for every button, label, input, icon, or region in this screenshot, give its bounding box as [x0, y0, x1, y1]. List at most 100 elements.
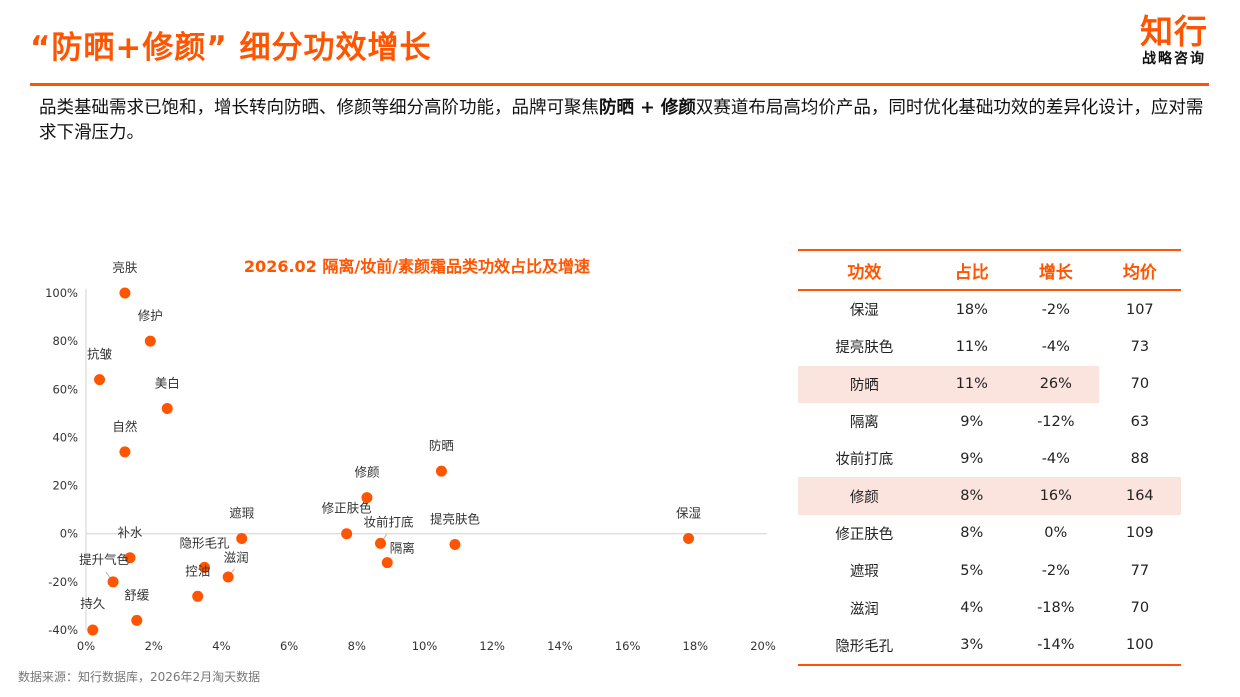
x-tick-label: 16%	[615, 639, 641, 653]
data-point	[124, 552, 136, 564]
x-tick-label: 6%	[280, 639, 298, 653]
summary-part2: 双赛道布局高均价产品，同时优化基础功效的差异化设计，应对需求下滑压力。	[39, 98, 1204, 143]
table-row: 滋润 4% -18% 70	[798, 589, 1181, 626]
data-point	[222, 571, 234, 583]
x-tick-label: 0%	[77, 639, 95, 653]
table-cell: 保湿	[849, 303, 879, 320]
data-label: 持久	[80, 596, 106, 611]
x-tick-label: 2%	[145, 639, 163, 653]
data-label: 补水	[117, 525, 143, 540]
table-cell: 16%	[1012, 477, 1099, 515]
data-point	[435, 465, 447, 477]
data-label: 亮肤	[112, 260, 138, 275]
data-point	[161, 403, 173, 415]
x-tick-label: 20%	[750, 639, 776, 653]
table-cell: -4%	[1041, 338, 1070, 355]
table-cell: 0%	[1044, 525, 1068, 542]
y-tick-label: -20%	[48, 575, 78, 589]
data-label: 修护	[138, 308, 163, 323]
table-cell: -14%	[1012, 626, 1099, 666]
table-cell: 9%	[960, 413, 984, 430]
data-point	[87, 624, 99, 636]
y-tick-label: -40%	[48, 623, 78, 637]
table-cell: 107	[1125, 301, 1154, 318]
table-cell: -4%	[1041, 450, 1070, 467]
data-label: 保湿	[676, 506, 701, 521]
table-row: 隔离 9% -12% 63	[798, 403, 1181, 440]
table-cell: 70	[1130, 376, 1150, 393]
data-label: 抗皱	[87, 347, 113, 362]
table-cell: 妆前打底	[835, 452, 894, 469]
data-label: 修颜	[354, 465, 379, 480]
table-cell: 隐形毛孔	[798, 626, 931, 666]
data-point	[341, 528, 353, 540]
data-label: 提升气色	[79, 552, 130, 567]
table-cell: 164	[1098, 477, 1181, 515]
table-cell: 18%	[955, 301, 988, 318]
table-cell: 提亮肤色	[835, 340, 894, 357]
data-point	[94, 374, 106, 386]
table-row: 遮瑕 5% -2% 77	[798, 552, 1181, 589]
table-cell: 防晒	[798, 365, 931, 403]
table-cell: 遮瑕	[849, 564, 879, 581]
table-cell: 5%	[960, 562, 984, 579]
table-cell: 109	[1125, 525, 1154, 542]
data-point	[361, 492, 373, 504]
table-row: 提亮肤色 11% -4% 73	[798, 328, 1181, 365]
table-row: 妆前打底 9% -4% 88	[798, 440, 1181, 477]
table-cell: 88	[1130, 450, 1150, 467]
table-cell: -12%	[1037, 413, 1075, 430]
table-cell: 77	[1130, 562, 1150, 579]
table-cell: 8%	[930, 477, 1013, 515]
data-point	[449, 539, 461, 551]
data-point	[236, 533, 248, 545]
data-label: 防晒	[429, 438, 454, 453]
chart-title: 2026.02 隔离/妆前/素颜霜品类功效占比及增速	[244, 257, 590, 276]
summary-bold: 防晒 + 修颜	[599, 98, 696, 118]
table-row: 防晒 11% 26% 70	[798, 365, 1181, 403]
data-label: 提亮肤色	[430, 512, 481, 527]
x-tick-label: 18%	[683, 639, 709, 653]
column-header: 均价	[1098, 249, 1181, 291]
table-cell: 3%	[930, 626, 1013, 666]
table-cell: 100	[1098, 626, 1181, 666]
data-point	[381, 557, 393, 569]
table-cell: 隔离	[849, 415, 879, 432]
table-cell: 4%	[960, 600, 984, 617]
summary-part1: 品类基础需求已饱和，增长转向防晒、修颜等细分高阶功能，品牌可聚焦	[39, 98, 599, 118]
data-point	[119, 446, 131, 458]
data-point	[683, 533, 695, 545]
table-cell: 11%	[930, 365, 1013, 403]
column-header: 占比	[930, 249, 1013, 291]
data-label: 控油	[185, 563, 210, 578]
table-cell: -2%	[1041, 301, 1070, 318]
logo-sub-text: 战略咨询	[1142, 51, 1206, 67]
summary-text: 品类基础需求已饱和，增长转向防晒、修颜等细分高阶功能，品牌可聚焦防晒 + 修颜双…	[39, 96, 1209, 146]
table-row: 修正肤色 8% 0% 109	[798, 515, 1181, 552]
data-label: 美白	[155, 376, 180, 391]
x-tick-label: 14%	[547, 639, 573, 653]
data-point	[374, 537, 386, 549]
data-label: 遮瑕	[229, 506, 255, 521]
column-header: 增长	[1012, 249, 1099, 291]
table-cell: 73	[1130, 338, 1150, 355]
column-header: 功效	[798, 249, 931, 291]
y-tick-label: 60%	[52, 382, 78, 396]
y-tick-label: 40%	[52, 430, 78, 444]
table-row: 修颜 8% 16% 164	[798, 477, 1181, 515]
table-cell: 11%	[955, 338, 988, 355]
table-cell: 26%	[1012, 365, 1099, 403]
data-point	[192, 590, 204, 602]
y-tick-label: 20%	[52, 479, 78, 493]
data-label: 修正肤色	[322, 501, 373, 516]
table-header-row: 功效 占比 增长 均价	[798, 249, 1181, 291]
table-cell: 修正肤色	[835, 526, 894, 543]
data-point	[119, 287, 131, 299]
data-label: 滋润	[224, 550, 249, 565]
table-cell: 70	[1130, 600, 1150, 617]
table-cell: 9%	[960, 450, 984, 467]
table-cell: -2%	[1041, 562, 1070, 579]
table-cell: 修颜	[798, 477, 931, 515]
data-source: 数据来源：知行数据库，2026年2月淘天数据	[18, 670, 261, 684]
data-label: 隔离	[390, 541, 415, 556]
